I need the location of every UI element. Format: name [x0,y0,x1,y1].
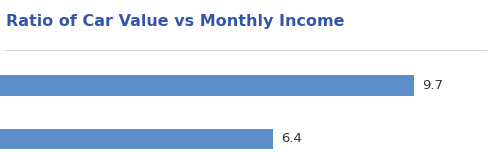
Text: 6.4: 6.4 [281,133,302,146]
Text: Ratio of Car Value vs Monthly Income: Ratio of Car Value vs Monthly Income [6,14,344,29]
Bar [0,129,273,149]
Text: 9.7: 9.7 [422,79,443,92]
Bar [0,75,414,96]
